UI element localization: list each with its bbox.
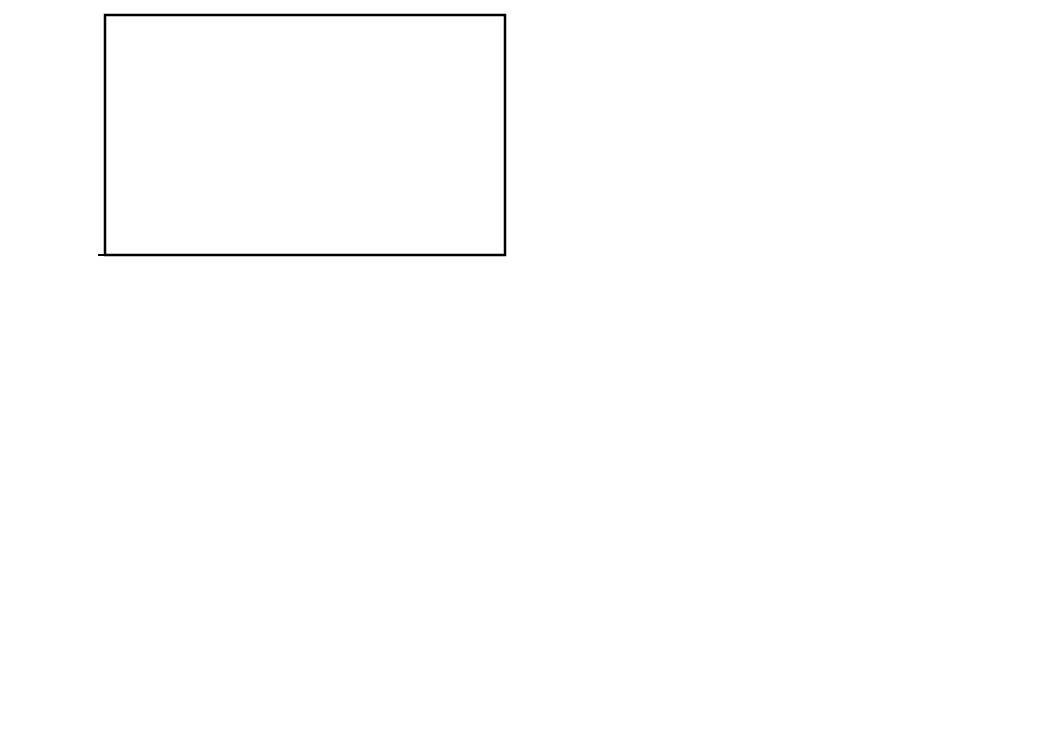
panel-A-border [105, 15, 505, 255]
